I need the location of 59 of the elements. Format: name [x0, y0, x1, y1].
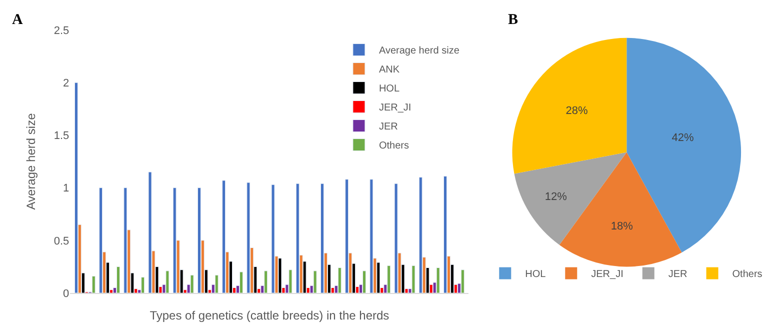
bar	[376, 262, 380, 293]
y-tick-label: 1.5	[54, 130, 70, 142]
bar	[418, 177, 422, 293]
bar	[436, 268, 440, 293]
bar	[124, 188, 128, 293]
bar	[172, 188, 176, 293]
bar	[99, 188, 103, 293]
data-label: 18%	[610, 220, 634, 233]
bar	[116, 266, 120, 293]
bar	[166, 270, 170, 293]
bar	[74, 82, 78, 293]
pie-slice	[512, 38, 627, 174]
x-axis-title: Types of genetics (cattle breeds) in the herds	[150, 308, 390, 322]
legend-label: JER_JI	[591, 269, 624, 280]
bar	[320, 183, 324, 293]
bar	[214, 274, 218, 293]
bar	[278, 258, 282, 293]
legend-label: HOL	[378, 84, 400, 95]
bar	[338, 268, 342, 293]
bar	[387, 265, 391, 293]
y-tick-label: 2	[63, 77, 70, 90]
legend-label: HOL	[525, 269, 546, 280]
bar	[288, 270, 292, 293]
bar	[240, 272, 243, 293]
chart-title: A	[12, 12, 23, 28]
legend-label: Average herd size	[378, 46, 460, 57]
bar	[313, 270, 317, 293]
bar	[246, 182, 250, 293]
bar	[345, 179, 349, 293]
bar	[296, 183, 300, 293]
bar	[141, 276, 145, 293]
bar	[362, 270, 366, 293]
data-label: 42%	[672, 132, 694, 144]
legend-label: Others	[732, 269, 762, 280]
legend-label: ANK	[378, 64, 400, 76]
y-tick-label: 2.5	[54, 24, 70, 37]
bar	[92, 276, 96, 293]
bar	[394, 183, 398, 293]
bar	[271, 184, 275, 293]
bar	[460, 270, 464, 293]
legend-label: JER	[668, 269, 688, 280]
chart-title: B	[508, 12, 518, 28]
bar	[444, 176, 447, 293]
y-tick-label: 0.5	[54, 235, 70, 248]
y-axis-title: Average herd size	[24, 112, 38, 210]
bar	[190, 274, 194, 293]
legend-label: Others	[378, 140, 409, 152]
bar	[148, 172, 152, 293]
y-tick-label: 1	[63, 182, 70, 195]
bar	[370, 179, 374, 293]
bar	[264, 270, 268, 293]
legend-label: JER	[378, 122, 398, 133]
bar	[412, 265, 416, 293]
data-label: 28%	[566, 105, 588, 118]
bar	[197, 188, 201, 293]
legend-label: JER_JI	[378, 102, 412, 114]
bar	[222, 180, 226, 293]
y-tick-label: 0	[63, 288, 70, 300]
data-label: 12%	[544, 191, 568, 204]
